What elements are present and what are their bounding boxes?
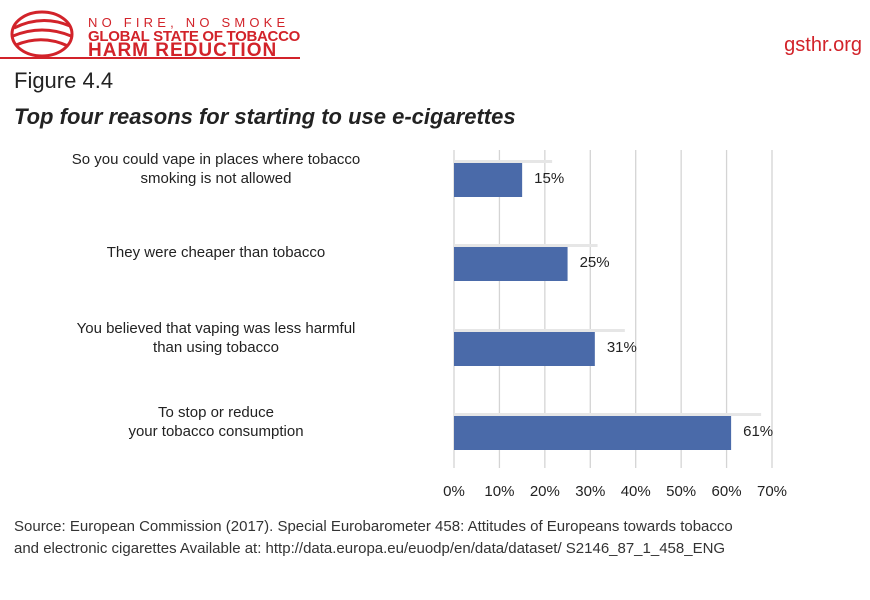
header-rule [0, 57, 300, 59]
bar-shadow [454, 329, 625, 332]
category-label-line: To stop or reduce [158, 404, 274, 421]
logo-tagline: NO FIRE, NO SMOKE [88, 15, 290, 30]
category-label: You believed that vaping was less harmfu… [46, 319, 386, 357]
source-note: Source: European Commission (2017). Spec… [14, 518, 733, 557]
category-label: To stop or reduce your tobacco consumptio… [46, 403, 386, 441]
bar [454, 332, 595, 366]
globe-logo-icon [10, 10, 74, 58]
data-label: 61% [743, 423, 773, 440]
tick-label: 60% [712, 483, 742, 500]
logo-line2: GLOBAL STATE OF TOBACCO [88, 28, 300, 45]
tick-label: 30% [575, 483, 605, 500]
bar [454, 416, 732, 450]
category-label-line: You believed that vaping was less harmfu… [76, 320, 356, 337]
data-label: 25% [580, 254, 610, 271]
figure-label: Figure 4.4 [14, 68, 114, 93]
site-link[interactable]: gsthr.org [784, 34, 862, 56]
category-label-line: your tobacco consumption [128, 423, 304, 440]
bar-shadow [454, 244, 598, 247]
category-label-line: So you could vape in places where tobacc… [71, 151, 361, 168]
bar-shadow [454, 160, 553, 163]
chart-title: Top four reasons for starting to use e-c… [14, 104, 516, 129]
logo-line3: HARM REDUCTION [88, 40, 278, 61]
tick-label: 50% [666, 483, 696, 500]
category-label: So you could vape in places where tobacc… [46, 150, 386, 188]
tick-label: 10% [484, 483, 514, 500]
data-label: 31% [607, 339, 637, 356]
category-label-line: than using tobacco [153, 339, 279, 356]
tick-label: 40% [621, 483, 651, 500]
tick-label: 70% [757, 483, 787, 500]
data-label: 15% [534, 170, 564, 187]
category-label-line: They were cheaper than tobacco [106, 244, 326, 261]
bar [454, 163, 523, 197]
tick-label: 0% [443, 483, 465, 500]
bar-shadow [454, 413, 762, 416]
tick-label: 20% [530, 483, 560, 500]
category-label-line: smoking is not allowed [140, 170, 292, 187]
bar [454, 247, 568, 281]
category-label: They were cheaper than tobacco [46, 243, 386, 262]
